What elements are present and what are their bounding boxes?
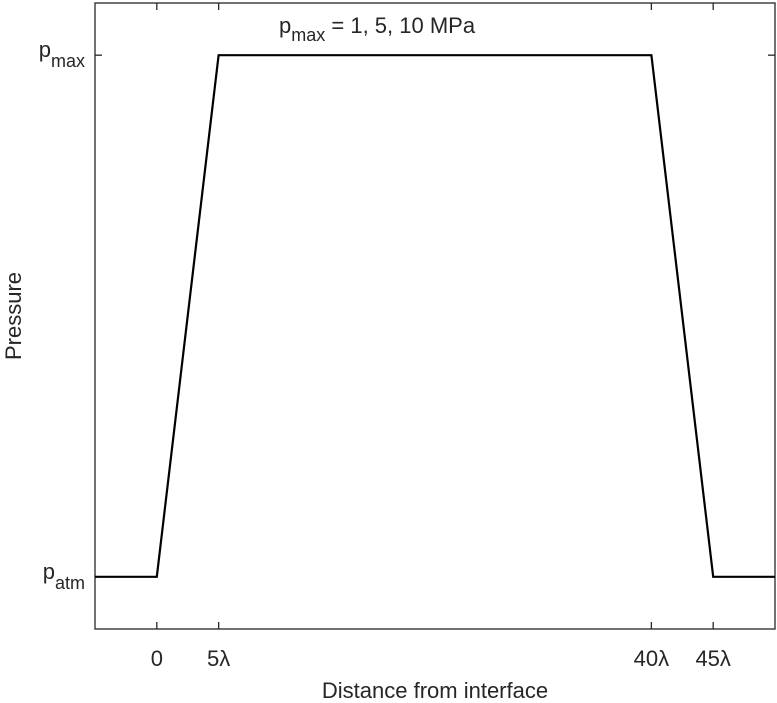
y-axis-label: Pressure (1, 272, 26, 360)
y-tick-label-0: patm (43, 559, 85, 593)
x-tick-label-0: 0 (151, 646, 163, 671)
x-ticks: 0 5λ 40λ 45λ (151, 3, 731, 671)
pmax-annotation: pmax = 1, 5, 10 MPa (279, 13, 476, 45)
plot-frame (94, 2, 776, 630)
x-tick-label-3: 45λ (695, 646, 730, 671)
annotation-sub: max (291, 25, 325, 45)
annotation-text: = 1, 5, 10 MPa (325, 13, 476, 38)
y-tick-label-base-0: p (43, 559, 55, 584)
y-tick-label-base-1: p (39, 37, 51, 62)
x-tick-label-2: 40λ (634, 646, 669, 671)
y-tick-label-sub-1: max (51, 51, 85, 71)
x-tick-label-1: 5λ (207, 646, 230, 671)
pressure-series-line (95, 54, 775, 578)
annotation-base: p (279, 13, 291, 38)
y-tick-label-1: pmax (39, 37, 85, 71)
x-axis-label: Distance from interface (322, 678, 548, 703)
y-tick-label-sub-0: atm (55, 573, 85, 593)
